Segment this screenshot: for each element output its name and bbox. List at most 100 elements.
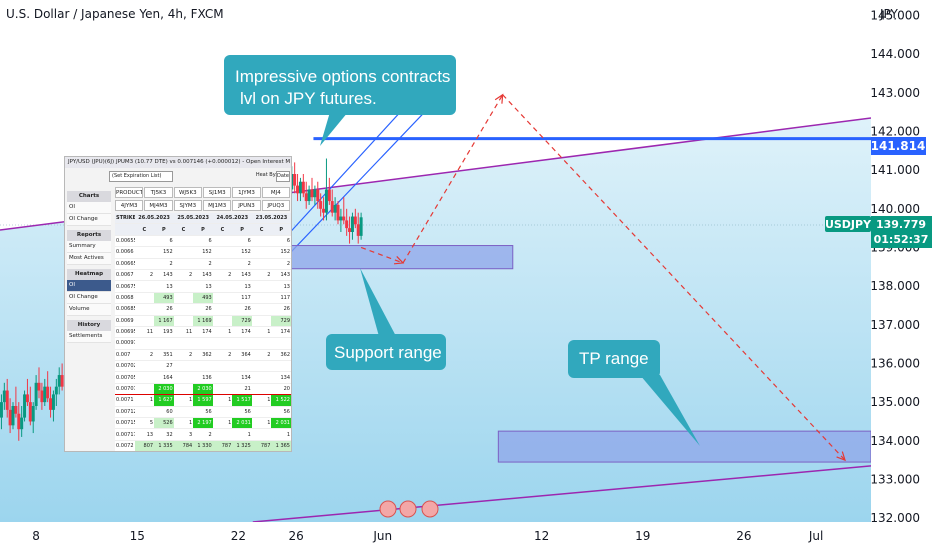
table-cell (173, 315, 194, 327)
table-tab[interactable]: JPUN3 (232, 200, 261, 211)
candle (307, 185, 311, 205)
table-cell: 2 197 (193, 417, 213, 430)
candle (57, 367, 61, 395)
candle-body (2, 390, 6, 403)
table-tab[interactable]: WJ5K3 (173, 187, 202, 198)
table-tab[interactable]: MJ1M3 (202, 200, 232, 211)
table-cell: 56 (232, 406, 252, 419)
table-cell: 2 (212, 269, 233, 282)
sidebar-item[interactable]: OI (67, 202, 111, 214)
table-cell (212, 292, 233, 305)
candle-body (28, 402, 32, 422)
cp-header (115, 223, 135, 236)
table-cell: 152 (154, 246, 174, 259)
price-axis-panel[interactable] (871, 0, 932, 550)
candle-body (46, 386, 50, 399)
table-cell (134, 246, 155, 259)
candle-body (350, 216, 354, 232)
table-cell: 1 (271, 428, 291, 441)
table-cell: 729 (232, 315, 252, 327)
candle (336, 201, 340, 225)
support-callout[interactable]: Support range (326, 268, 446, 370)
candle-body (333, 204, 337, 213)
table-row: 0.000975 (115, 337, 291, 350)
us-flag-icon[interactable] (421, 500, 439, 518)
table-cell: 6 (271, 235, 291, 248)
sidebar-item[interactable]: OI (67, 280, 111, 292)
heat-by-select[interactable]: Date (276, 171, 290, 182)
candle-body (40, 390, 44, 403)
table-cell: 787 (212, 440, 233, 451)
candle (40, 382, 44, 410)
tp-callout[interactable]: TP range (568, 340, 700, 446)
table-cell (251, 315, 272, 327)
table-cell (251, 337, 272, 350)
table-tab[interactable]: 4JYM3 (115, 200, 144, 211)
table-tab[interactable]: 1JYM3 (232, 187, 261, 198)
cp-header: C (251, 223, 272, 236)
us-flag-icon[interactable] (379, 500, 397, 518)
table-cell: 56 (193, 406, 213, 419)
tp-range-box (497, 430, 871, 463)
table-cell: 1 (251, 394, 272, 407)
table-cell (173, 337, 194, 350)
candle-body (301, 181, 305, 194)
options-callout[interactable]: Impressive options contracts lvl on JPY … (224, 55, 456, 146)
price-tick-label: 145.000 (870, 8, 920, 22)
price-tick-label: 132.000 (870, 511, 920, 525)
table-cell: 6 (193, 235, 213, 248)
symbol-price-tag: USDJPY 139.779 01:52:37 (825, 216, 932, 248)
candle (25, 378, 29, 406)
candle-body (342, 216, 346, 221)
table-cell: 2 031 (232, 417, 252, 430)
expiration-select[interactable]: (Set Expiration List) (109, 171, 173, 182)
table-tab[interactable]: MJ4M3 (144, 200, 173, 211)
time-tick-label: Jun (372, 529, 392, 543)
sidebar-item[interactable]: Summary (67, 241, 111, 253)
candle-body (356, 224, 360, 236)
table-tab[interactable]: MJ4 (261, 187, 290, 198)
candle (2, 382, 6, 410)
price-tick-label: 136.000 (870, 356, 920, 370)
table-cell: 1 169 (193, 315, 213, 327)
table-tab[interactable]: PRODUCT (JPU) (115, 187, 144, 198)
event-markers[interactable] (379, 500, 439, 518)
table-cell: 143 (193, 269, 213, 282)
countdown-text: 01:52:37 (874, 233, 929, 246)
table-cell: 32 (154, 428, 174, 441)
candle-body (322, 208, 326, 213)
sidebar-item[interactable]: Settlements (67, 331, 111, 343)
sidebar-item[interactable]: Volume (67, 304, 111, 316)
table-cell: 0.0071 (115, 394, 135, 407)
table-cell (173, 246, 194, 259)
date-header-row: STRIKE 26.05.2023 25.05.2023 24.05.2023 23.0… (115, 213, 291, 225)
candle (54, 378, 58, 406)
table-cell: 526 (154, 417, 174, 430)
sidebar-item[interactable]: OI Change (67, 214, 111, 226)
table-cell: 21 (232, 382, 252, 396)
price-axis: 145.000 144.000 143.000 142.000 141.000 140.0… (870, 8, 920, 525)
table-cell (134, 360, 155, 373)
candle (46, 371, 50, 403)
table-cell (134, 292, 155, 305)
table-tab[interactable]: SJYM3 (173, 200, 202, 211)
table-tab[interactable]: TJ5K3 (144, 187, 173, 198)
sidebar-item[interactable]: Most Actives (67, 253, 111, 265)
table-row: 0.00695111931117411741174 (115, 326, 291, 339)
us-flag-icon[interactable] (399, 500, 417, 518)
table-tab[interactable]: SJ1M3 (202, 187, 232, 198)
table-tab[interactable]: JPUQ3 (261, 200, 290, 211)
table-row: 0.00655 6 6 6 6 (115, 235, 291, 248)
sidebar-item[interactable]: OI Change (67, 292, 111, 304)
candle-body (336, 204, 340, 221)
date-header: STRIKE (115, 213, 135, 225)
table-cell: 136 (193, 371, 213, 384)
time-axis-panel[interactable] (0, 522, 871, 550)
options-callout-text-1: Impressive options contracts (235, 67, 450, 86)
candle-body (327, 189, 331, 202)
table-cell (251, 360, 272, 373)
table-row: 0.0071 1 1 627 1 1 597 1 1 517 1 1 522 (115, 394, 291, 407)
table-cell (251, 303, 272, 316)
cp-header: P (193, 223, 213, 236)
level-price-tag: 141.814 (871, 137, 926, 155)
